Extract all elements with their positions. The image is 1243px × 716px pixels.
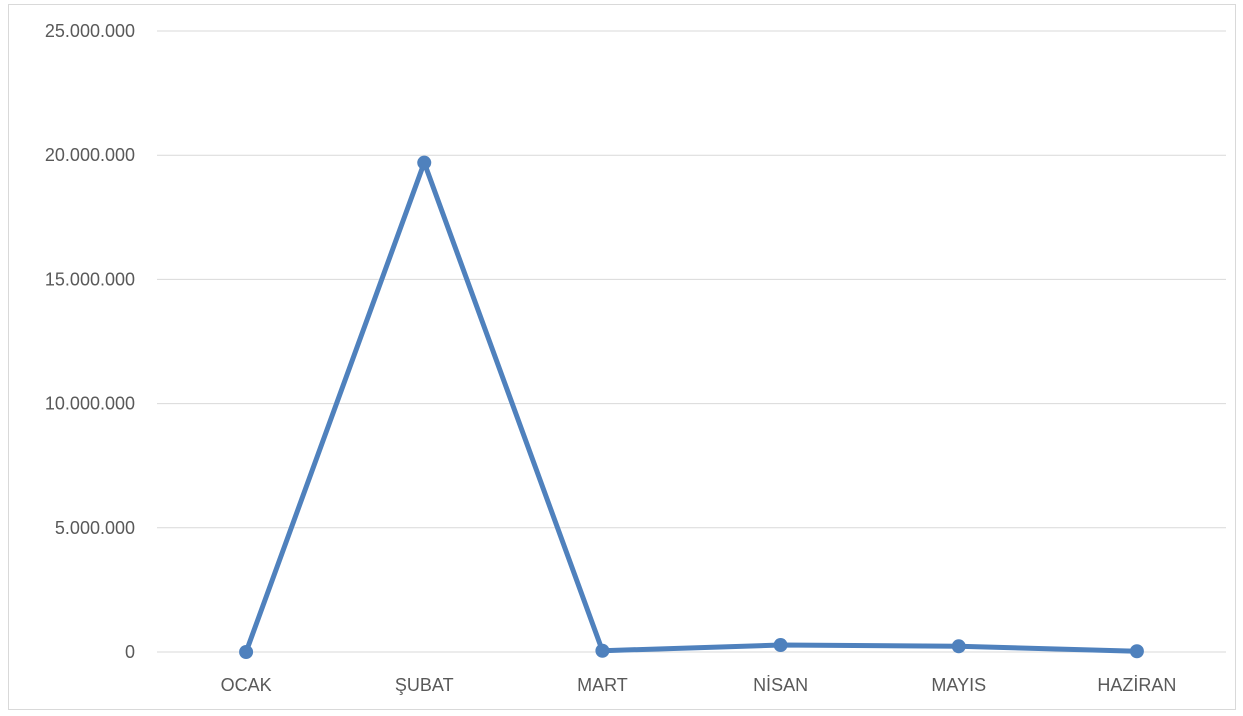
chart-frame	[8, 4, 1236, 710]
data-point	[239, 645, 254, 659]
data-point	[951, 639, 966, 654]
x-tick-label: MART	[577, 675, 628, 695]
series-layer	[239, 155, 1144, 659]
x-axis-tick-labels: OCAK ŞUBAT MART NİSAN MAYIS HAZİRAN	[221, 675, 1177, 695]
data-point	[1129, 644, 1144, 659]
gridlines	[157, 30, 1226, 653]
x-tick-label: MAYIS	[931, 675, 986, 695]
y-tick-label: 15.000.000	[45, 269, 135, 289]
y-tick-label: 20.000.000	[45, 145, 135, 165]
series-line	[243, 160, 1140, 655]
y-tick-label: 0	[125, 642, 135, 662]
data-point	[417, 155, 432, 170]
y-axis-tick-labels: 0 5.000.000 10.000.000 15.000.000 20.000.000…	[45, 21, 135, 662]
x-tick-label: ŞUBAT	[395, 675, 454, 695]
x-tick-label: OCAK	[221, 675, 272, 695]
y-tick-label: 25.000.000	[45, 21, 135, 41]
y-tick-label: 10.000.000	[45, 394, 135, 414]
x-tick-label: NİSAN	[753, 675, 808, 695]
y-tick-label: 5.000.000	[55, 518, 135, 538]
data-point	[773, 638, 788, 653]
x-tick-label: HAZİRAN	[1097, 675, 1176, 695]
data-point	[595, 643, 610, 658]
